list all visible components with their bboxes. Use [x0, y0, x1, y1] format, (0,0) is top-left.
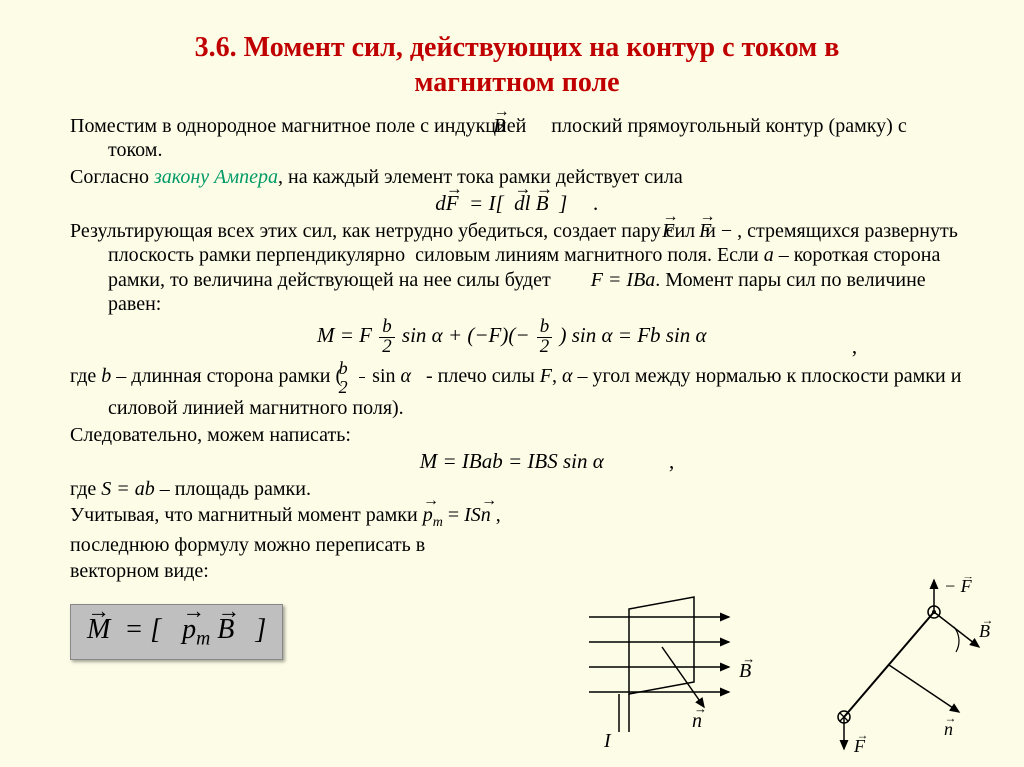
p4b: – длинная сторона рамки ( [111, 365, 342, 387]
box-B-txt: B [217, 614, 234, 645]
var-Sab: S = ab [101, 478, 155, 500]
para-6: где S = ab – площадь рамки. [70, 477, 964, 501]
para-3: Результирующая всех этих сил, как нетруд… [70, 219, 964, 317]
diagrams-svg: I B → n → − F [574, 577, 994, 757]
box-B: B [217, 613, 234, 647]
pm-sub: m [433, 515, 443, 530]
slide: 3.6. Момент сил, действующих на контур с… [0, 0, 1024, 767]
para-7: Учитывая, что магнитный момент рамки pm … [70, 503, 964, 531]
p1a: Поместим в однородное магнитное поле с и… [70, 115, 531, 137]
label-n-left: n → [692, 701, 707, 732]
p7c: векторном виде: [70, 560, 209, 582]
equation-IBS: M = IBab = IBS sin α , [70, 449, 964, 475]
p4d: , [552, 365, 562, 387]
var-F: F [540, 365, 552, 387]
p4c: - плечо силы [426, 365, 540, 387]
box-M: M [87, 613, 110, 647]
p3a: Результирующая всех этих сил, как нетруд… [70, 220, 700, 242]
diagram-left: I B → n → [589, 597, 756, 752]
box-pm-sub: m [196, 628, 210, 649]
boxed-equation: M = [ pm B ] [70, 604, 283, 660]
title-line1: 3.6. Момент сил, действующих на контур с… [195, 32, 840, 63]
box-pm-txt: p [182, 614, 196, 645]
p2b: , на каждый элемент тока рамки действует… [278, 166, 683, 188]
p2a: Согласно [70, 166, 154, 188]
p7b: последнюю формулу можно переписать в [70, 534, 425, 556]
title-line2: магнитном поле [414, 67, 619, 98]
label-n-right: n → [944, 711, 958, 739]
p5: Следовательно, можем написать: [70, 424, 351, 446]
p7a: Учитывая, что магнитный момент рамки [70, 504, 423, 526]
slide-title: 3.6. Момент сил, действующих на контур с… [70, 30, 964, 100]
var-a: a [764, 244, 774, 266]
ampere-law: закону Ампера [154, 166, 278, 188]
para-1: Поместим в однородное магнитное поле с и… [70, 114, 964, 163]
p6a: где [70, 478, 101, 500]
p6b: – площадь рамки. [155, 478, 311, 500]
label-I: I [603, 730, 612, 752]
equation-dF: dF = I[ dl B ] . [70, 191, 964, 217]
vector-n-inline: n [481, 503, 491, 527]
eq-FIBa: F = IBa [591, 269, 656, 291]
equation-M: M = F b2 sin α + (−F)(− b2 ) sin α = Fb … [70, 318, 964, 357]
var-b: b [101, 365, 111, 387]
diagram-container: I B → n → − F [574, 577, 994, 757]
para-5: Следовательно, можем написать: [70, 423, 964, 447]
p4a: где [70, 365, 101, 387]
diagram-right: − F → B → F → n → [838, 577, 994, 756]
pm: p [423, 504, 433, 526]
box-M-txt: M [87, 614, 110, 645]
label-B-left: B → [739, 651, 756, 682]
vector-pm: p [423, 503, 433, 527]
eq3a: M = IBab = IBS sin α [420, 449, 604, 473]
label-minusF: − F → [944, 577, 976, 596]
var-alpha: α [562, 365, 573, 387]
label-F: F → [853, 728, 870, 756]
para-7b: последнюю формулу можно переписать в [70, 533, 964, 557]
para-4: где b – длинная сторона рамки ( b2 sin α… [70, 359, 964, 420]
box-pm: p [182, 613, 196, 647]
label-B-right: B → [979, 613, 994, 641]
